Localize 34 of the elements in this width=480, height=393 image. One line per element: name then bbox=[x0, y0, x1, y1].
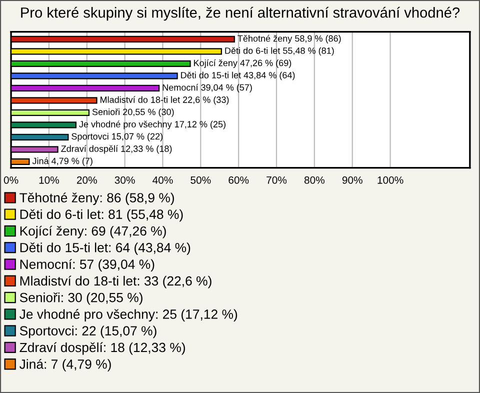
data-label: Děti do 15-ti let 43,84 % (64) bbox=[181, 72, 295, 80]
data-label: Nemocní 39,04 % (57) bbox=[162, 84, 252, 92]
x-tick-label: 10% bbox=[39, 176, 60, 184]
x-tick-label: 20% bbox=[76, 176, 97, 184]
x-tick-label: 40% bbox=[152, 176, 173, 184]
x-tick-label: 70% bbox=[266, 176, 287, 184]
legend-label: Sportovci: 22 (15,07 %) bbox=[20, 326, 156, 338]
x-tick-label: 50% bbox=[190, 176, 211, 184]
x-tick-label: 30% bbox=[114, 176, 135, 184]
data-label: Jiná 4,79 % (7) bbox=[32, 157, 92, 166]
data-label: Těhotné ženy 58,9 % (86) bbox=[238, 34, 341, 44]
x-tick-label: 90% bbox=[342, 176, 362, 184]
x-tick-label: 100% bbox=[378, 176, 404, 184]
legend-label: Senioři: 30 (20,55 %) bbox=[20, 292, 142, 305]
x-tick-label: 0% bbox=[4, 176, 18, 184]
data-label: Kojící ženy 47,26 % (69) bbox=[194, 59, 292, 68]
x-tick-label: 60% bbox=[228, 176, 249, 184]
data-label: Senioři 20,55 % (30) bbox=[92, 108, 174, 117]
legend-label: Jiná: 7 (4,79 %) bbox=[20, 358, 111, 372]
legend-label: Mladiství do 18-ti let: 33 (22,6 %) bbox=[20, 276, 212, 288]
data-label: Zdraví dospělí 12,33 % (18) bbox=[61, 145, 172, 154]
chart-title: Pro které skupiny si myslíte, že není alternativní stravování vhodné? bbox=[21, 6, 460, 21]
data-label: Je vhodné pro všechny 17,12 % (25) bbox=[79, 120, 226, 130]
data-label: Sportovci 15,07 % (22) bbox=[72, 132, 162, 142]
legend-label: Děti do 15-ti let: 64 (43,84 %) bbox=[20, 242, 190, 255]
legend-label: Nemocní: 57 (39,04 %) bbox=[20, 259, 154, 272]
legend-label: Zdraví dospělí: 18 (12,33 %) bbox=[20, 342, 185, 355]
legend-label: Děti do 6-ti let: 81 (55,48 %) bbox=[20, 209, 183, 222]
data-label: Mladiství do 18-ti let 22,6 % (33) bbox=[100, 96, 229, 105]
legend-label: Těhotné ženy: 86 (58,9 %) bbox=[20, 192, 174, 206]
x-tick-label: 80% bbox=[304, 176, 324, 184]
data-label: Děti do 6-ti let 55,48 % (81) bbox=[225, 47, 334, 56]
legend-label: Kojící ženy: 69 (47,26 %) bbox=[20, 226, 166, 238]
legend-label: Je vhodné pro všechny: 25 (17,12 %) bbox=[20, 309, 238, 322]
